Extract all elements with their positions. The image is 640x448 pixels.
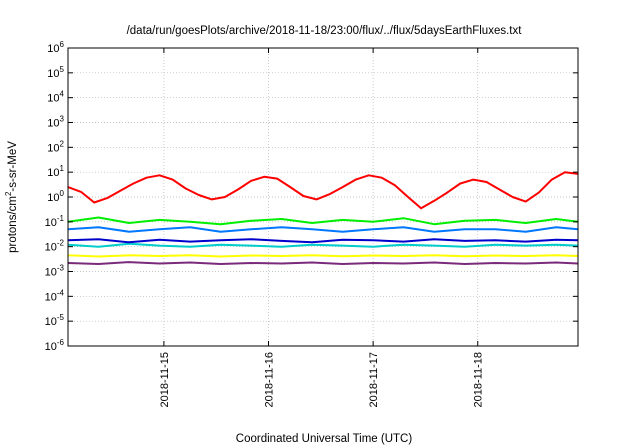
- y-tick-label: 101: [47, 164, 64, 179]
- x-tick-label: 2018-11-18: [473, 352, 485, 407]
- y-tick-label: 100: [47, 189, 64, 204]
- y-axis-label-base: protons/cm: [7, 196, 19, 253]
- y-tick-base: 10: [45, 242, 57, 254]
- y-tick-base: 10: [47, 118, 59, 130]
- y-axis-label-sup: 2: [4, 191, 13, 196]
- y-tick-label: 10-6: [45, 338, 65, 353]
- y-tick-base: 10: [45, 316, 57, 328]
- y-tick-base: 10: [47, 43, 59, 55]
- series-line-6: [67, 254, 579, 258]
- y-tick-base: 10: [45, 291, 57, 303]
- y-tick-base: 10: [47, 68, 59, 80]
- y-tick-exp: 0: [60, 189, 65, 198]
- y-tick-exp: -4: [57, 288, 65, 297]
- y-tick-label: 103: [47, 115, 64, 130]
- series-line-4: [67, 242, 579, 248]
- y-tick-exp: -5: [57, 313, 65, 322]
- y-tick-exp: 4: [60, 90, 65, 99]
- x-tick-label: 2018-11-15: [159, 352, 171, 407]
- y-tick-exp: -6: [57, 338, 65, 347]
- y-tick-exp: 3: [60, 115, 65, 124]
- y-tick-label: 102: [47, 139, 64, 154]
- x-axis-label: Coordinated Universal Time (UTC): [236, 433, 413, 445]
- y-axis-label-rest: -s-sr-MeV: [7, 141, 19, 192]
- series-line-3: [67, 226, 579, 233]
- y-tick-label: 10-5: [45, 313, 65, 328]
- y-tick-base: 10: [47, 142, 59, 154]
- series-layer: [67, 171, 579, 265]
- y-tick-label: 10-2: [45, 239, 65, 254]
- y-tick-exp: -1: [57, 214, 65, 223]
- y-tick-exp: -3: [57, 264, 65, 273]
- series-line-2: [67, 216, 579, 226]
- series-line-7: [67, 261, 579, 265]
- x-tick-label: 2018-11-16: [264, 352, 276, 407]
- y-tick-base: 10: [45, 267, 57, 279]
- x-axis-ticks: 2018-11-15 2018-11-16 2018-11-17 2018-11-18: [159, 48, 485, 407]
- y-tick-exp: 1: [60, 164, 65, 173]
- y-tick-exp: 5: [60, 65, 65, 74]
- y-tick-base: 10: [47, 93, 59, 105]
- y-tick-label: 10-4: [45, 288, 65, 303]
- chart-title: /data/run/goesPlots/archive/2018-11-18/2…: [127, 25, 523, 37]
- x-tick-label: 2018-11-17: [368, 352, 380, 407]
- series-line-5: [67, 238, 579, 244]
- y-tick-label: 10-1: [45, 214, 65, 229]
- y-tick-base: 10: [47, 192, 59, 204]
- y-axis-ticks: 10-610-510-410-310-210-11001011021031041…: [45, 40, 578, 353]
- y-tick-exp: -2: [57, 239, 65, 248]
- series-line-1: [67, 171, 579, 210]
- y-axis-label: protons/cm2-s-sr-MeV: [4, 141, 19, 253]
- y-tick-base: 10: [47, 167, 59, 179]
- y-tick-label: 10-3: [45, 264, 65, 279]
- y-tick-base: 10: [45, 217, 57, 229]
- y-tick-exp: 6: [60, 40, 65, 49]
- y-tick-label: 104: [47, 90, 64, 105]
- y-tick-exp: 2: [60, 139, 65, 148]
- y-tick-label: 106: [47, 40, 64, 55]
- y-tick-label: 105: [47, 65, 64, 80]
- y-tick-base: 10: [45, 341, 57, 353]
